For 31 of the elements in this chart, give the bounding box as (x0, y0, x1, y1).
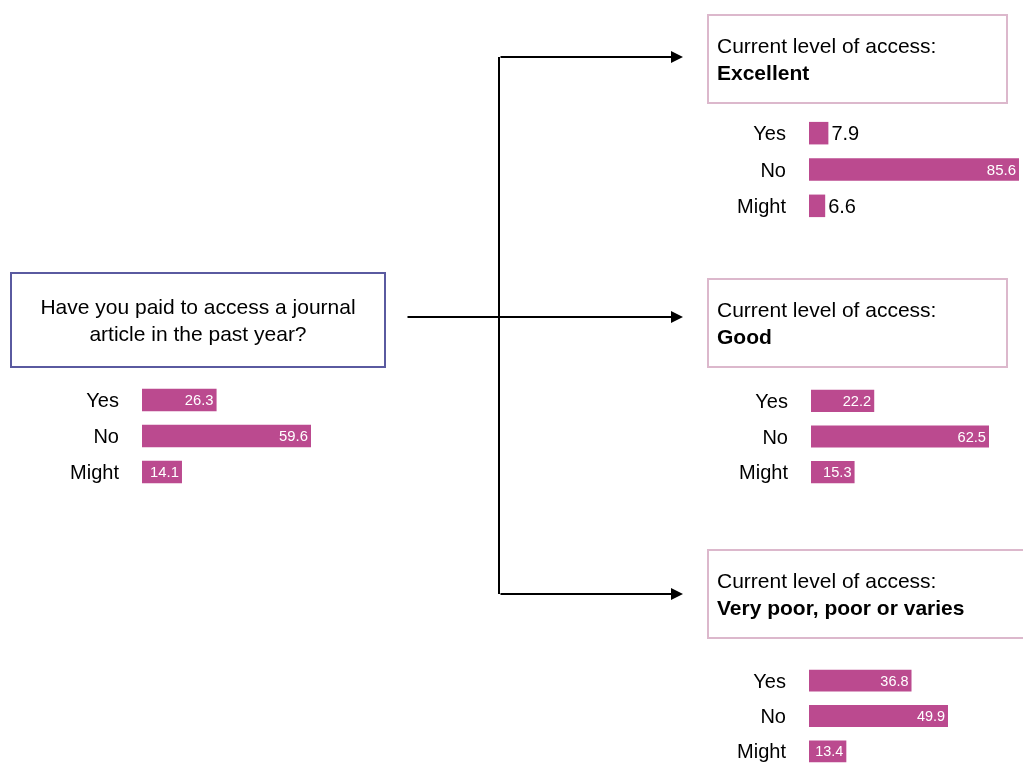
chart-title: Current level of access: (717, 33, 937, 57)
chart-title: Have you paid to access a journal article in the past year? (40, 294, 356, 346)
data-label: 6.6 (828, 194, 856, 217)
data-label: 22.2 (842, 392, 872, 409)
y-tick-label: Might (737, 740, 787, 763)
data-label: 62.5 (957, 428, 986, 445)
y-tick-label: Yes (753, 669, 786, 692)
chart-subtitle: Very poor, poor or varies (717, 596, 965, 620)
data-label: 36.8 (880, 672, 909, 689)
y-tick-label: No (762, 425, 788, 448)
chart-subtitle: Excellent (717, 61, 810, 85)
chart-subtitle: Good (717, 325, 772, 349)
data-label: 13.4 (815, 743, 844, 760)
y-tick-label: Yes (755, 389, 788, 412)
y-tick-label: Yes (86, 389, 119, 411)
data-label: 49.9 (916, 708, 945, 725)
data-label: 85.6 (986, 160, 1016, 178)
y-tick-label: No (93, 425, 119, 447)
data-label: 14.1 (150, 464, 179, 481)
chart-title: Current level of access: (717, 297, 937, 321)
y-tick-label: Yes (753, 122, 786, 145)
chart-title: Current level of access: (717, 568, 937, 592)
data-label: 59.6 (279, 428, 308, 445)
y-tick-label: Might (70, 461, 120, 483)
data-label: 7.9 (831, 122, 860, 145)
y-tick-label: No (760, 705, 786, 727)
y-tick-label: No (760, 158, 786, 181)
data-label: 15.3 (823, 464, 852, 481)
data-label: 26.3 (184, 392, 214, 409)
y-tick-label: Might (737, 194, 787, 217)
y-tick-label: Might (739, 461, 789, 484)
